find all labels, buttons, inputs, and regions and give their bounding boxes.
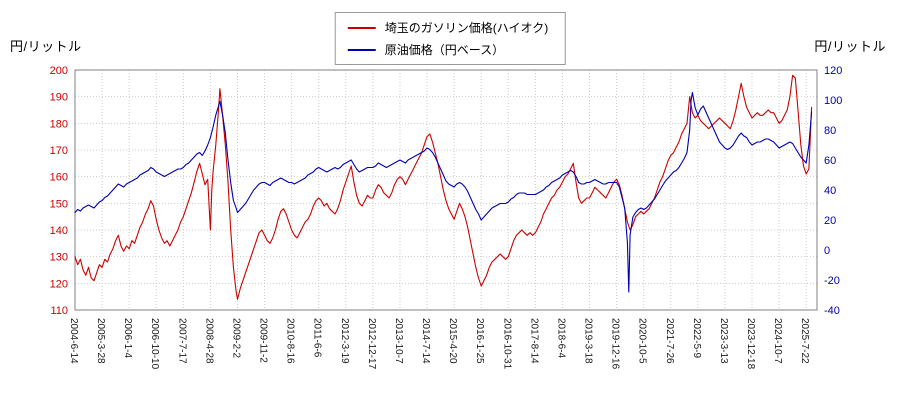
svg-text:-40: -40 <box>824 305 840 317</box>
svg-text:2010-8-16: 2010-8-16 <box>285 318 296 364</box>
legend-label-gasoline: 埼玉のガソリン価格(ハイオク) <box>384 21 549 35</box>
svg-text:130: 130 <box>50 252 68 264</box>
crude-oil-line-swatch <box>347 48 376 51</box>
svg-text:2024-10-7: 2024-10-7 <box>772 318 783 364</box>
legend: 埼玉のガソリン価格(ハイオク) 原油価格（円ベース） <box>334 12 566 65</box>
svg-text:190: 190 <box>50 92 68 104</box>
svg-text:2015-4-20: 2015-4-20 <box>447 318 458 364</box>
svg-text:2012-3-19: 2012-3-19 <box>339 318 350 364</box>
svg-text:2009-11-2: 2009-11-2 <box>258 318 269 363</box>
right-axis-title: 円/リットル <box>814 39 886 54</box>
svg-text:200: 200 <box>50 65 68 77</box>
svg-text:0: 0 <box>824 245 830 257</box>
svg-text:2025-7-22: 2025-7-22 <box>799 318 810 364</box>
svg-text:-20: -20 <box>824 275 840 287</box>
svg-text:2023-12-18: 2023-12-18 <box>745 318 756 370</box>
svg-text:2016-1-25: 2016-1-25 <box>474 318 485 364</box>
svg-text:2020-10-5: 2020-10-5 <box>637 318 648 364</box>
svg-text:2013-10-7: 2013-10-7 <box>393 318 404 364</box>
svg-text:2021-7-26: 2021-7-26 <box>664 318 675 364</box>
svg-text:2017-8-14: 2017-8-14 <box>528 318 539 364</box>
gasoline-line-swatch <box>347 26 376 29</box>
legend-label-crude-oil: 原油価格（円ベース） <box>384 43 505 57</box>
svg-text:20: 20 <box>824 215 836 227</box>
svg-text:40: 40 <box>824 185 836 197</box>
svg-text:140: 140 <box>50 225 68 237</box>
left-axis-title: 円/リットル <box>10 39 82 54</box>
svg-text:80: 80 <box>824 125 836 137</box>
svg-text:2005-3-28: 2005-3-28 <box>95 318 106 364</box>
svg-text:120: 120 <box>50 278 68 290</box>
svg-text:2022-5-9: 2022-5-9 <box>691 318 702 358</box>
svg-text:2014-7-14: 2014-7-14 <box>420 318 431 364</box>
svg-text:2011-6-6: 2011-6-6 <box>312 318 323 358</box>
legend-item-crude-oil: 原油価格（円ベース） <box>347 41 549 58</box>
svg-text:2019-12-16: 2019-12-16 <box>610 318 621 370</box>
svg-text:170: 170 <box>50 145 68 157</box>
svg-text:2006-1-4: 2006-1-4 <box>122 318 133 358</box>
svg-text:160: 160 <box>50 172 68 184</box>
svg-text:2012-12-17: 2012-12-17 <box>366 318 377 370</box>
svg-text:2018-6-4: 2018-6-4 <box>555 318 566 358</box>
svg-text:2008-4-28: 2008-4-28 <box>203 318 214 364</box>
svg-text:180: 180 <box>50 118 68 130</box>
svg-text:2004-6-14: 2004-6-14 <box>68 318 79 364</box>
svg-text:2016-10-31: 2016-10-31 <box>501 318 512 370</box>
svg-text:60: 60 <box>824 155 836 167</box>
svg-text:2009-2-2: 2009-2-2 <box>230 318 241 358</box>
legend-item-gasoline: 埼玉のガソリン価格(ハイオク) <box>347 19 549 36</box>
svg-text:2023-3-13: 2023-3-13 <box>718 318 729 364</box>
svg-text:120: 120 <box>824 65 842 77</box>
svg-text:100: 100 <box>824 95 842 107</box>
svg-text:150: 150 <box>50 198 68 210</box>
svg-text:2006-10-10: 2006-10-10 <box>149 318 160 370</box>
svg-text:2019-3-18: 2019-3-18 <box>583 318 594 364</box>
svg-text:110: 110 <box>50 305 68 317</box>
svg-text:2007-7-17: 2007-7-17 <box>176 318 187 364</box>
